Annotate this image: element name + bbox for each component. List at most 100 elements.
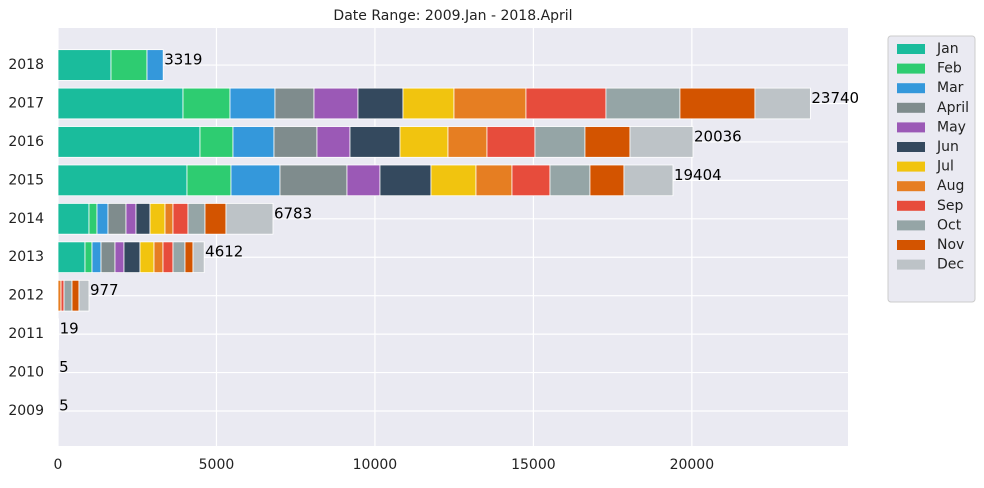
total-label: 23740 <box>811 89 859 107</box>
bar-segment <box>92 242 101 273</box>
bar-segment <box>347 165 380 196</box>
x-tick-label: 15000 <box>511 457 556 473</box>
bar-segment <box>630 127 693 158</box>
legend-label: Jan <box>936 41 959 57</box>
legend-label: Nov <box>937 237 964 253</box>
bar-segment <box>58 165 187 196</box>
bar-segment <box>58 242 85 273</box>
bar-segment <box>200 127 233 158</box>
legend-label: Feb <box>937 61 962 77</box>
bar-segment <box>188 203 205 234</box>
bar-segment <box>380 165 431 196</box>
bar-segment <box>274 127 317 158</box>
bar-segment <box>79 280 89 311</box>
x-tick-label: 5000 <box>199 457 235 473</box>
bar-segment <box>590 165 624 196</box>
legend-label: Oct <box>937 217 962 233</box>
bar-segment <box>136 203 150 234</box>
bar-segment <box>314 88 358 119</box>
y-tick-label: 2018 <box>8 57 44 73</box>
bar-segment <box>350 127 400 158</box>
y-tick-label: 2009 <box>8 403 44 419</box>
y-tick-label: 2016 <box>8 134 44 150</box>
legend-label: Dec <box>937 257 964 273</box>
legend-swatch <box>897 181 925 191</box>
bar-segment <box>58 127 200 158</box>
bar-segment <box>126 203 136 234</box>
bar-segment <box>226 203 273 234</box>
total-label: 6783 <box>274 204 312 222</box>
legend-swatch <box>897 122 925 132</box>
legend-label: Mar <box>937 80 964 96</box>
bar-segment <box>400 127 448 158</box>
bar-segment <box>526 88 606 119</box>
bar-segment <box>140 242 154 273</box>
bar-segment <box>487 127 535 158</box>
bar-segment <box>231 165 280 196</box>
bar-segment <box>173 203 188 234</box>
legend-swatch <box>897 220 925 230</box>
y-tick-label: 2014 <box>8 211 44 227</box>
x-tick-label: 10000 <box>353 457 398 473</box>
legend-label: Jun <box>936 139 959 155</box>
bar-segment <box>147 50 163 81</box>
legend-label: Sep <box>937 198 964 214</box>
bar-segment <box>72 280 79 311</box>
bar-segment <box>606 88 680 119</box>
legend-swatch <box>897 201 925 211</box>
bar-segment <box>101 242 115 273</box>
bar-segment <box>64 280 72 311</box>
bar-segment <box>230 88 275 119</box>
y-tick-label: 2015 <box>8 172 44 188</box>
total-label: 5 <box>59 397 69 415</box>
y-tick-label: 2017 <box>8 95 44 111</box>
bar-segment <box>205 203 226 234</box>
legend-label: Aug <box>937 178 964 194</box>
total-label: 20036 <box>694 127 742 145</box>
bar-segment <box>173 242 185 273</box>
bar-segment <box>403 88 454 119</box>
total-label: 3319 <box>164 51 202 69</box>
bar-segment <box>755 88 810 119</box>
bar-segment <box>150 203 165 234</box>
bar-segment <box>550 165 590 196</box>
y-tick-label: 2011 <box>8 326 44 342</box>
bar-segment <box>58 280 61 311</box>
bar-segment <box>535 127 585 158</box>
bar-segment <box>165 203 173 234</box>
bar-segment <box>124 242 140 273</box>
x-tick-label: 20000 <box>670 457 715 473</box>
legend-swatch <box>897 83 925 93</box>
bar-segment <box>512 165 550 196</box>
bar-segment <box>58 88 183 119</box>
x-tick-label: 0 <box>54 457 63 473</box>
bar-segment <box>233 127 274 158</box>
bar-segment <box>624 165 673 196</box>
bar-segment <box>448 127 487 158</box>
bar-segment <box>58 203 89 234</box>
bar-segment <box>163 242 173 273</box>
legend-swatch <box>897 162 925 172</box>
bar-segment <box>154 242 163 273</box>
legend-swatch <box>897 44 925 54</box>
bar-segment <box>115 242 124 273</box>
bar-segment <box>280 165 347 196</box>
legend-swatch <box>897 103 925 113</box>
bar-segment <box>183 88 230 119</box>
legend-label: May <box>937 119 966 135</box>
total-label: 4612 <box>205 243 243 261</box>
legend-label: Jul <box>936 159 954 175</box>
bar-segment <box>431 165 476 196</box>
total-label: 977 <box>90 281 119 299</box>
bar-segment <box>680 88 755 119</box>
bar-segment <box>58 50 111 81</box>
bar-segment <box>275 88 314 119</box>
bar-segment <box>358 88 403 119</box>
y-tick-label: 2012 <box>8 288 44 304</box>
bar-segment <box>89 203 97 234</box>
bar-segment <box>58 319 59 350</box>
bar-segment <box>317 127 350 158</box>
legend-label: April <box>937 100 969 116</box>
legend-swatch <box>897 142 925 152</box>
